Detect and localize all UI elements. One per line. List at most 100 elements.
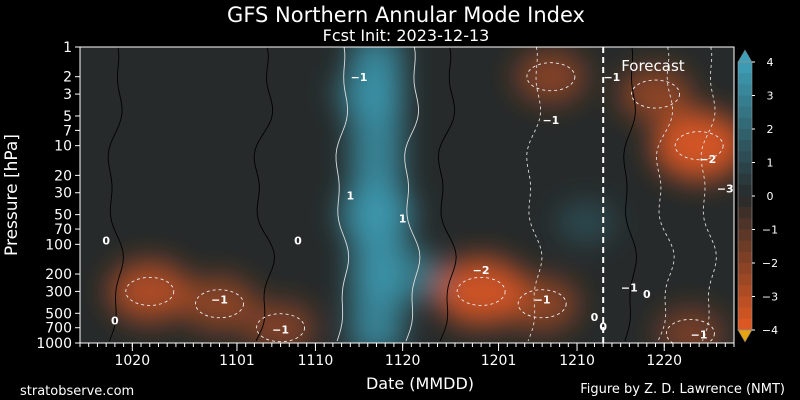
colorbar-segment <box>738 285 752 297</box>
contour-label: 0 <box>294 234 302 247</box>
contour-label: −1 <box>691 328 708 341</box>
colorbar-tick-label: 1 <box>767 157 774 170</box>
colorbar-segment <box>738 95 752 108</box>
colorbar-segment <box>738 129 752 141</box>
contour-label: −1 <box>534 294 551 307</box>
colorbar-segment <box>738 117 752 130</box>
colorbar-segment <box>738 263 752 275</box>
plot-area <box>80 47 734 343</box>
colorbar-tick-label: −1 <box>762 224 778 237</box>
anomaly-region <box>652 110 734 181</box>
x-tick-label: 1020 <box>114 353 150 369</box>
x-axis: 1020 1101 1110 1120 1201 1210 1220 <box>79 343 735 369</box>
y-tick-label: 100 <box>45 237 72 253</box>
colorbar-tick-label: −2 <box>762 257 778 270</box>
contour-label: −1 <box>272 323 289 336</box>
y-tick-label: 5 <box>63 109 72 125</box>
contour-line <box>456 276 506 306</box>
positive-column <box>350 47 403 343</box>
y-tick-label: 3 <box>63 87 72 103</box>
y-tick-label: 700 <box>45 321 72 337</box>
colorbar-segment <box>738 62 752 74</box>
colorbar-segment <box>738 218 752 230</box>
anomaly-region <box>556 200 615 245</box>
contour-lines <box>107 47 724 343</box>
colorbar-segment <box>738 73 752 85</box>
colorbar-extend-min <box>737 329 753 343</box>
anomaly-region <box>183 276 256 331</box>
contour-labels: 000−1−1−111−1−2−100−1−10−1−2−3 <box>102 71 733 342</box>
x-tick-label: 1120 <box>385 353 421 369</box>
anomaly-region <box>656 308 725 343</box>
contour-label: −1 <box>211 294 228 307</box>
colorbar-segment <box>738 207 752 219</box>
contour-label: −2 <box>699 153 716 166</box>
colorbar-segment <box>738 151 752 163</box>
y-tick-label: 1000 <box>36 336 72 352</box>
anomaly-region <box>515 50 587 104</box>
x-tick-label: 1101 <box>219 353 255 369</box>
contour-label: 1 <box>399 212 407 225</box>
contour-line <box>526 47 543 342</box>
contour-line <box>623 47 637 342</box>
colorbar-segment <box>738 106 752 119</box>
contour-line <box>517 289 567 319</box>
forecast-label: Forecast <box>621 57 685 75</box>
anomaly-fields <box>108 47 734 343</box>
anomaly-region <box>245 301 316 343</box>
contour-label: 0 <box>102 234 110 247</box>
contour-line <box>674 131 724 161</box>
plot-frame <box>79 46 735 344</box>
contour-label: 0 <box>643 288 651 301</box>
x-tick-label: 1201 <box>481 353 517 369</box>
anomaly-region <box>619 66 692 122</box>
colorbar-extend-max <box>737 49 753 63</box>
contour-line <box>526 62 576 92</box>
colorbar-segment <box>738 318 752 331</box>
colorbar-tick-label: 3 <box>767 90 774 103</box>
footer-credit: Figure by Z. D. Lawrence (NMT) <box>580 382 785 397</box>
x-axis-label: Date (MMDD) <box>366 374 474 393</box>
colorbar-segment <box>738 162 752 175</box>
anomaly-region <box>435 257 527 326</box>
y-tick-label: 500 <box>45 306 72 322</box>
y-tick-label: 20 <box>54 168 72 184</box>
contour-line <box>665 318 715 343</box>
colorbar-segment <box>738 274 752 286</box>
y-tick-label: 30 <box>54 186 72 202</box>
contour-line <box>125 276 175 306</box>
x-tick-label: 1210 <box>559 353 595 369</box>
colorbar-segment <box>738 173 752 186</box>
contour-label: −1 <box>542 114 559 127</box>
chart-subtitle: Fcst Init: 2023-12-13 <box>323 26 490 45</box>
contour-label: −1 <box>621 281 638 294</box>
contour-label: −3 <box>717 183 734 196</box>
colorbar-tick-label: −3 <box>762 291 778 304</box>
contour-line <box>195 289 244 319</box>
y-tick-label: 2 <box>63 70 72 86</box>
y-tick-label: 200 <box>45 267 72 283</box>
colorbar-segment <box>738 240 752 253</box>
y-tick-label: 10 <box>54 139 72 155</box>
contour-line <box>700 47 717 342</box>
x-tick-label: 1110 <box>298 353 334 369</box>
y-tick-label: 70 <box>54 222 72 238</box>
contour-label: −2 <box>473 264 490 277</box>
colorbar-segment <box>738 84 752 96</box>
y-tick-label: 300 <box>45 284 72 300</box>
anomaly-region <box>505 276 579 331</box>
colorbar-segment <box>738 184 752 197</box>
anomaly-region <box>108 260 191 323</box>
x-tick-label: 1220 <box>646 353 682 369</box>
contour-label: 0 <box>591 311 599 324</box>
contour-line <box>631 79 680 109</box>
y-axis-label: Pressure [hPa] <box>2 134 22 256</box>
contour-label: 1 <box>346 189 354 202</box>
colorbar-segment <box>738 251 752 264</box>
footer-source: stratobserve.com <box>20 384 134 399</box>
contour-line <box>655 47 675 342</box>
contour-label: 0 <box>111 315 119 328</box>
contour-line <box>335 47 350 342</box>
y-tick-label: 1 <box>63 40 72 56</box>
